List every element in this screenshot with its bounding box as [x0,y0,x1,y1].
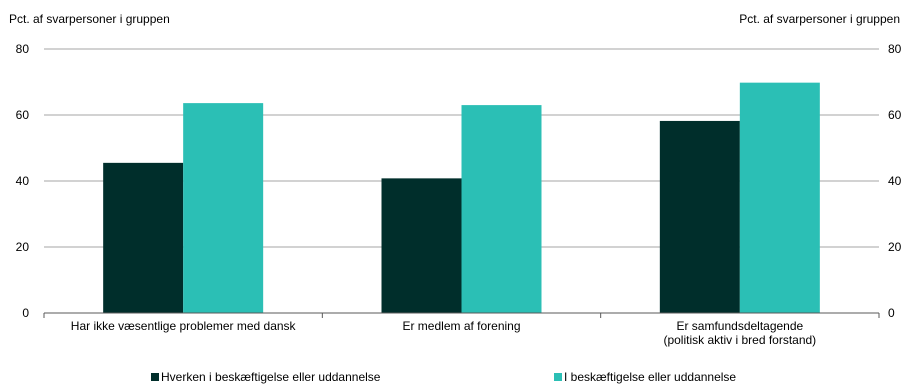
x-tick-label: Har ikke væsentlige problemer med dansk [71,319,297,333]
y-tick-label-left: 60 [16,108,30,122]
y-tick-label-right: 80 [888,42,902,56]
bar-series-0-category-1 [381,178,462,313]
tick-labels: 0 0 20 20 40 40 60 60 80 80 Har ikke væsentlige pr… [16,42,902,347]
x-tick-label: (politisk aktiv i bred forstand) [663,333,816,347]
y-tick-label-left: 80 [16,42,30,56]
legend-swatch-employed [554,373,562,381]
axes [43,312,880,318]
legend-item-not-employed: Hverken i beskæftigelse eller uddannelse [151,370,380,384]
y-tick-label-right: 20 [888,240,902,254]
bars [103,82,820,314]
y-axis-title-left: Pct. af svarpersoner i gruppen [9,12,170,26]
y-tick-label-left: 20 [16,240,30,254]
legend-label-not-employed: Hverken i beskæftigelse eller uddannelse [161,370,381,384]
y-tick-label-left: 0 [22,306,29,320]
y-tick-label-right: 60 [888,108,902,122]
legend-item-employed: I beskæftigelse eller uddannelse [554,370,736,384]
bar-series-1-category-2 [739,82,820,313]
bar-series-1-category-0 [183,103,264,314]
y-tick-label-left: 40 [16,174,30,188]
y-tick-label-right: 0 [888,306,895,320]
x-tick-label: Er samfundsdeltagende [676,319,803,333]
bar-series-0-category-2 [659,120,740,313]
bar-series-1-category-1 [461,105,542,313]
bar-series-0-category-0 [103,162,184,313]
x-tick-label: Er medlem af forening [402,319,520,333]
legend-label-employed: I beskæftigelse eller uddannelse [564,370,737,384]
legend-swatch-not-employed [151,373,159,381]
y-axis-title-right: Pct. af svarpersoner i gruppen [739,12,900,26]
y-tick-label-right: 40 [888,174,902,188]
